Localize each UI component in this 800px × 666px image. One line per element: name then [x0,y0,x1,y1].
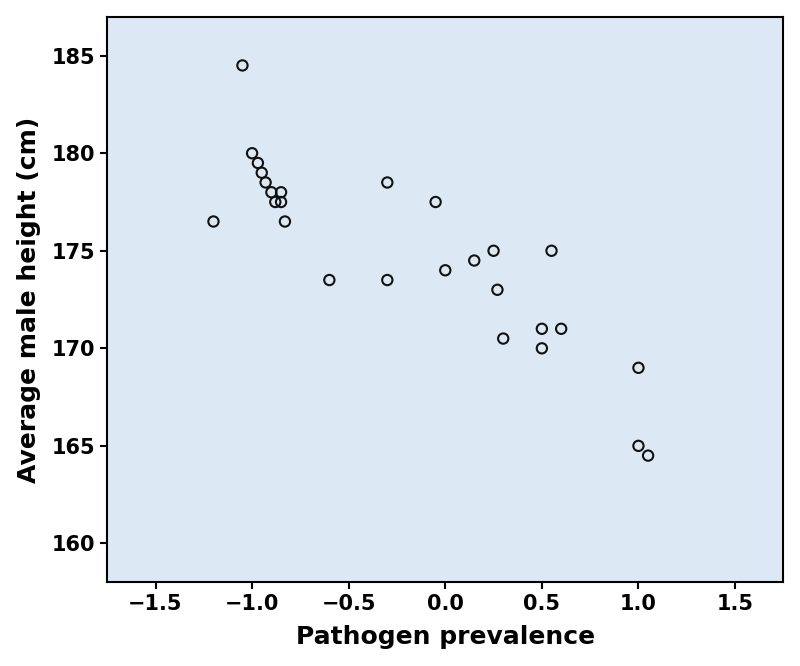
Point [207,216,220,227]
Point [554,324,567,334]
Point [269,196,282,207]
Point [642,450,654,461]
Point [381,274,394,285]
Point [497,333,510,344]
Point [381,177,394,188]
Point [274,196,287,207]
Point [246,148,258,159]
Y-axis label: Average male height (cm): Average male height (cm) [17,117,41,483]
Point [251,158,264,168]
Point [535,343,548,354]
Point [323,274,336,285]
Point [632,362,645,373]
Point [430,196,442,207]
Point [278,216,291,227]
Point [487,246,500,256]
Point [535,324,548,334]
X-axis label: Pathogen prevalence: Pathogen prevalence [296,625,595,649]
Point [468,255,481,266]
Point [274,187,287,198]
Point [632,440,645,451]
Point [265,187,278,198]
Point [236,60,249,71]
Point [255,167,268,178]
Point [545,246,558,256]
Point [491,284,504,295]
Point [439,265,452,276]
Point [259,177,272,188]
